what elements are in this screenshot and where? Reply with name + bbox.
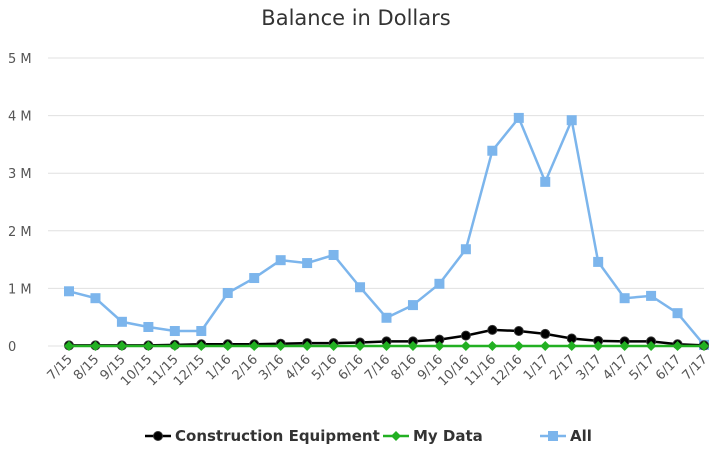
point <box>153 431 163 441</box>
series <box>64 341 709 351</box>
point <box>196 326 207 337</box>
point <box>672 308 683 319</box>
point <box>90 341 101 351</box>
point <box>460 330 471 341</box>
point <box>249 273 260 284</box>
x-tick-label: 7/16 <box>362 352 393 383</box>
point <box>169 341 180 351</box>
point <box>540 341 551 351</box>
x-tick-label: 6/16 <box>336 352 367 383</box>
x-tick-label: 4/16 <box>283 352 314 383</box>
point <box>407 300 418 311</box>
series <box>64 112 709 350</box>
point <box>460 341 471 351</box>
x-tick-label: 7/17 <box>680 352 711 383</box>
chart-title: Balance in Dollars <box>261 6 450 30</box>
point <box>169 326 180 337</box>
x-tick-label: 5/17 <box>627 352 658 383</box>
x-tick-label: 2/17 <box>547 352 578 383</box>
x-tick-label: 2/16 <box>230 352 261 383</box>
point <box>143 341 154 351</box>
x-tick-label: 6/17 <box>653 352 684 383</box>
point <box>460 244 471 255</box>
y-tick-label: 4 M <box>8 110 32 125</box>
x-tick-label: 4/17 <box>600 352 631 383</box>
point <box>593 341 604 351</box>
point <box>355 341 366 351</box>
point <box>302 258 313 269</box>
y-tick-label: 3 M <box>8 167 32 182</box>
x-tick-label: 5/16 <box>309 352 340 383</box>
point <box>487 324 498 335</box>
legend-label: Construction Equipment <box>175 427 380 445</box>
point <box>699 341 709 351</box>
series-line <box>68 115 705 346</box>
x-tick-label: 7/15 <box>45 352 76 383</box>
x-tick-label: 1/16 <box>203 352 234 383</box>
y-tick-label: 2 M <box>8 225 32 240</box>
legend-item: Construction Equipment <box>145 427 380 445</box>
point <box>249 341 260 351</box>
legend-label: All <box>570 427 592 445</box>
point <box>391 431 401 441</box>
legend-item: My Data <box>383 427 483 445</box>
point <box>434 278 445 289</box>
point <box>407 341 418 351</box>
x-tick-label: 8/16 <box>389 352 420 383</box>
point <box>381 341 392 351</box>
point <box>355 282 366 293</box>
point <box>593 256 604 267</box>
x-tick-label: 8/15 <box>71 352 102 383</box>
point <box>513 326 524 337</box>
point <box>672 341 683 351</box>
point <box>381 312 392 323</box>
point <box>116 341 127 351</box>
y-tick-label: 5 M <box>8 52 32 67</box>
y-tick-label: 1 M <box>8 282 32 297</box>
point <box>222 341 233 351</box>
point <box>566 341 577 351</box>
legend-label: My Data <box>413 427 483 445</box>
point <box>513 112 524 123</box>
point <box>302 341 313 351</box>
point <box>540 176 551 187</box>
point <box>64 286 74 297</box>
point <box>619 341 630 351</box>
point <box>646 290 657 301</box>
point <box>90 293 101 304</box>
point <box>275 341 286 351</box>
point <box>487 341 498 351</box>
point <box>328 341 339 351</box>
point <box>566 115 577 126</box>
point <box>143 321 154 332</box>
legend-item: All <box>540 427 592 445</box>
point <box>513 341 524 351</box>
y-tick-label: 0 <box>8 340 16 355</box>
point <box>116 316 127 327</box>
point <box>487 145 498 156</box>
point <box>548 431 558 441</box>
point <box>434 341 445 351</box>
point <box>64 341 74 351</box>
x-tick-label: 3/17 <box>574 352 605 383</box>
point <box>222 288 233 299</box>
point <box>619 293 630 304</box>
x-tick-label: 3/16 <box>256 352 287 383</box>
point <box>275 255 286 266</box>
point <box>646 341 657 351</box>
x-tick-label: 1/17 <box>521 352 552 383</box>
point <box>196 341 207 351</box>
point <box>328 249 339 260</box>
point <box>540 328 551 339</box>
